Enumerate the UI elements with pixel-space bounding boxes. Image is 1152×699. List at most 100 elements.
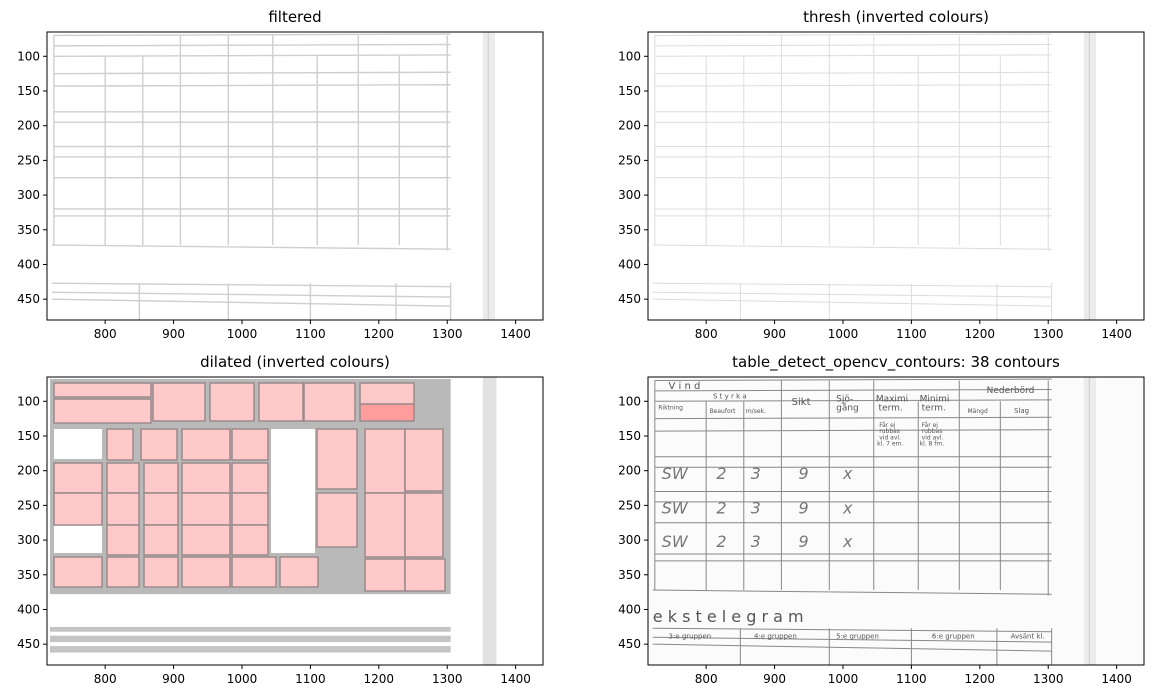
plot-area: 800 900 1000 1100 1200 1300 1400 100 150 200 250 30…: [618, 31, 1145, 341]
contour-box: [231, 428, 269, 461]
form-note: Får ej: [922, 422, 939, 429]
y-tick-label: 300: [17, 533, 40, 547]
x-tick-label: 1000: [828, 672, 859, 686]
table-line: [654, 388, 1052, 392]
contour-box: [53, 398, 152, 424]
y-tick-label: 250: [618, 498, 641, 512]
table-line: [652, 291, 1052, 298]
axes-frame: [46, 376, 544, 666]
form-header: Sjö-: [836, 394, 853, 404]
contour-box: [53, 382, 152, 398]
form-note: kl. 7 em.: [877, 441, 903, 448]
form-header: gång: [836, 402, 859, 413]
x-tick-label: 1400: [500, 672, 531, 686]
form-header: Sikt: [792, 397, 811, 408]
y-tick-label: 150: [618, 84, 641, 98]
x-tick-label: 1300: [1033, 672, 1064, 686]
handwritten-entry: 2: [716, 532, 726, 551]
form-note: vid avl.: [922, 434, 944, 441]
contour-box: [404, 492, 444, 558]
contour-box: [106, 492, 140, 526]
table-line: [51, 282, 451, 288]
plot-area: V i n d S t y r k a Riktning Beaufort m/sek.…: [618, 376, 1145, 686]
contour-box: [231, 492, 269, 526]
contour-box: [316, 428, 358, 490]
form-header: S t y r k a: [713, 393, 747, 401]
table-line: [53, 43, 451, 47]
x-tick-label: 1100: [295, 672, 326, 686]
contour-box: [143, 462, 179, 494]
contour-box: [106, 556, 140, 588]
hole: [50, 631, 451, 636]
x-tick-label: 1300: [1033, 327, 1064, 341]
x-tick-label: 800: [94, 672, 117, 686]
form-group-label: 4:e gruppen: [754, 633, 797, 641]
y-tick-label: 200: [17, 119, 40, 133]
contour-box: [181, 524, 231, 556]
y-tick-label: 200: [618, 119, 641, 133]
form-note: vid avl.: [879, 434, 901, 441]
form-note: rubbas: [879, 428, 900, 435]
table-line: [654, 43, 1052, 47]
form-header: Nederbörd: [987, 386, 1035, 396]
contour-box: [53, 492, 103, 526]
handwritten-entry: x: [842, 499, 853, 518]
table-line: [652, 627, 1052, 633]
axes-frame: [647, 31, 1145, 321]
y-tick-label: 250: [17, 498, 40, 512]
contour-box: [181, 556, 231, 588]
contour-box: [181, 492, 231, 526]
form-note: rubbas: [922, 428, 943, 435]
y-tick-label: 100: [17, 394, 40, 408]
x-tick-label: 1200: [364, 672, 395, 686]
y-tick-label: 150: [618, 429, 641, 443]
axes-frame: [647, 376, 1145, 666]
contour-box: [404, 428, 444, 492]
table-line: [51, 298, 451, 307]
form-group-label: 3:e gruppen: [669, 633, 712, 641]
image-bg: [648, 377, 1144, 665]
x-tick-label: 1000: [828, 327, 859, 341]
form-group-label: 6:e gruppen: [932, 633, 975, 641]
form-header: Maximi: [876, 394, 908, 404]
x-tick-label: 1000: [227, 327, 258, 341]
contour-box: [231, 524, 269, 556]
contour-box-highlight: [359, 403, 415, 422]
contour-box: [364, 492, 406, 558]
x-tick-label: 800: [695, 672, 718, 686]
image-bg: [47, 32, 543, 320]
y-tick-label: 350: [618, 568, 641, 582]
table-line: [652, 643, 1052, 652]
handwritten-entry: 3: [751, 464, 761, 483]
x-tick-label: 900: [162, 327, 185, 341]
table-line: [53, 84, 451, 87]
y-tick-label: 300: [618, 533, 641, 547]
contour-box: [303, 382, 356, 422]
x-tick-label: 1400: [500, 327, 531, 341]
handwritten-entry: 2: [716, 464, 726, 483]
contour-box: [181, 428, 231, 461]
dilated-mask-lower: [50, 626, 451, 653]
x-tick-label: 900: [763, 327, 786, 341]
scan-edge: [482, 32, 496, 320]
y-tick-label: 200: [17, 464, 40, 478]
form-header: Beaufort: [710, 408, 737, 415]
x-tick-label: 1400: [1101, 327, 1132, 341]
contour-box: [152, 382, 206, 422]
x-tick-label: 1300: [432, 327, 463, 341]
form-header: Mängd: [967, 408, 987, 415]
image-layer: [648, 32, 1144, 320]
handwritten-entry: 3: [751, 499, 761, 518]
scan-edge: [1083, 377, 1097, 665]
table-line: [652, 298, 1052, 307]
image-layer: [47, 32, 543, 320]
y-tick-label: 350: [618, 223, 641, 237]
contour-box: [231, 556, 277, 588]
form-header: term.: [922, 403, 946, 413]
x-tick-label: 1000: [227, 672, 258, 686]
x-tick-label: 1400: [1101, 672, 1132, 686]
contour-box: [316, 492, 358, 548]
contour-box: [359, 382, 415, 406]
table-line: [652, 244, 1052, 250]
contour-box: [53, 556, 103, 588]
